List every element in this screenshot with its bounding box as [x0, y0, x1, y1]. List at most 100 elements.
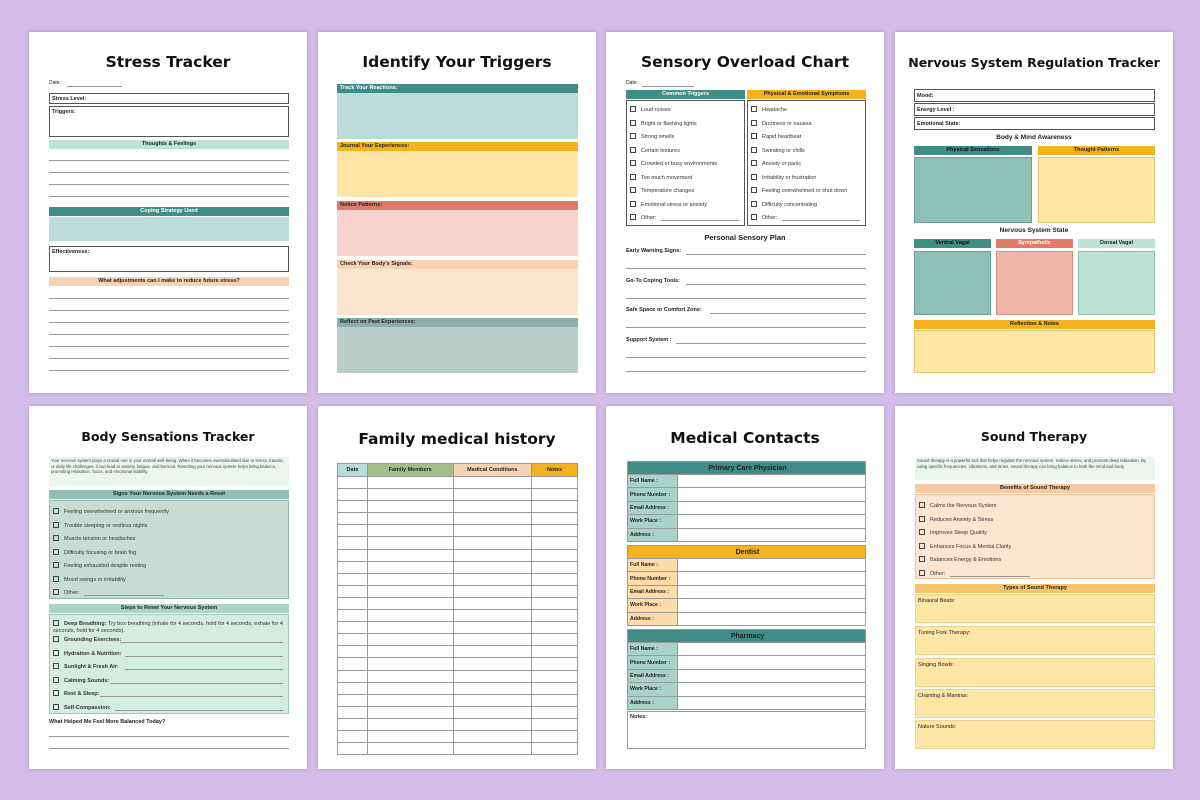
- table-cell[interactable]: [531, 717, 578, 731]
- table-cell[interactable]: [452, 717, 533, 731]
- ventral-area[interactable]: [914, 251, 991, 315]
- table-cell[interactable]: [531, 524, 578, 538]
- type-field[interactable]: Nature Sounds:: [915, 720, 1155, 749]
- table-cell[interactable]: [452, 742, 533, 756]
- table-cell[interactable]: [366, 705, 454, 719]
- checkbox-item[interactable]: Anxiety or panic: [751, 160, 801, 167]
- type-field[interactable]: Singing Bowls:: [915, 658, 1155, 687]
- field-value[interactable]: [677, 668, 866, 684]
- writing-line[interactable]: [710, 313, 866, 314]
- checkbox-item[interactable]: Emotional stress or anxiety: [630, 201, 707, 208]
- writing-line[interactable]: [49, 358, 289, 359]
- table-cell[interactable]: [337, 536, 368, 550]
- table-cell[interactable]: [531, 584, 578, 598]
- table-cell[interactable]: [531, 621, 578, 635]
- physical-area[interactable]: [914, 157, 1032, 223]
- table-cell[interactable]: [366, 645, 454, 659]
- table-cell[interactable]: [452, 693, 533, 707]
- table-cell[interactable]: [337, 512, 368, 526]
- table-cell[interactable]: [452, 536, 533, 550]
- field-value[interactable]: [677, 571, 866, 586]
- table-cell[interactable]: [452, 609, 533, 623]
- table-cell[interactable]: [531, 572, 578, 586]
- reactions-area[interactable]: [337, 93, 578, 139]
- table-cell[interactable]: [531, 633, 578, 647]
- writing-line[interactable]: [626, 298, 866, 299]
- field-value[interactable]: [677, 527, 866, 542]
- field-value[interactable]: [677, 611, 866, 626]
- table-cell[interactable]: [366, 500, 454, 514]
- table-cell[interactable]: [531, 705, 578, 719]
- writing-line[interactable]: [49, 184, 289, 185]
- writing-line[interactable]: [686, 254, 866, 255]
- table-cell[interactable]: [452, 681, 533, 695]
- date-line[interactable]: [642, 86, 694, 87]
- table-cell[interactable]: [366, 657, 454, 671]
- writing-line[interactable]: [49, 160, 289, 161]
- table-cell[interactable]: [337, 560, 368, 574]
- table-cell[interactable]: [531, 657, 578, 671]
- table-cell[interactable]: [337, 693, 368, 707]
- table-cell[interactable]: [337, 548, 368, 562]
- table-cell[interactable]: [531, 560, 578, 574]
- table-cell[interactable]: [452, 705, 533, 719]
- checkbox-item[interactable]: Other:: [919, 570, 945, 577]
- table-cell[interactable]: [452, 560, 533, 574]
- table-cell[interactable]: [452, 669, 533, 683]
- writing-line[interactable]: [49, 748, 289, 749]
- checkbox-item[interactable]: Improves Sleep Quality: [919, 529, 987, 536]
- checkbox-item[interactable]: Other:: [751, 214, 777, 221]
- checkbox-item[interactable]: Strong smells: [630, 133, 674, 140]
- field-value[interactable]: [677, 641, 866, 657]
- reflect-area[interactable]: [337, 327, 578, 373]
- checkbox-item[interactable]: Trouble sleeping or restless nights: [53, 522, 148, 529]
- table-cell[interactable]: [337, 633, 368, 647]
- table-cell[interactable]: [452, 584, 533, 598]
- checkbox-item[interactable]: Calms the Nervous System: [919, 502, 997, 509]
- checkbox-item[interactable]: Certain textures: [630, 147, 680, 154]
- field-value[interactable]: [677, 695, 866, 710]
- table-cell[interactable]: [366, 669, 454, 683]
- checkbox-item[interactable]: Rapid heartbeat: [751, 133, 801, 140]
- table-cell[interactable]: [452, 524, 533, 538]
- table-cell[interactable]: [366, 681, 454, 695]
- sympathetic-area[interactable]: [996, 251, 1073, 315]
- step-item[interactable]: Hydration & Nutrition:: [53, 650, 121, 657]
- table-cell[interactable]: [531, 488, 578, 502]
- triggers-field[interactable]: Triggers:: [49, 106, 289, 137]
- checkbox-item[interactable]: Dizziness or nausea: [751, 120, 812, 127]
- table-cell[interactable]: [337, 572, 368, 586]
- field-value[interactable]: [677, 514, 866, 529]
- checkbox-item[interactable]: Crowded or busy environments: [630, 160, 717, 167]
- table-cell[interactable]: [337, 645, 368, 659]
- table-cell[interactable]: [337, 488, 368, 502]
- table-cell[interactable]: [531, 669, 578, 683]
- writing-line[interactable]: [626, 357, 866, 358]
- table-cell[interactable]: [366, 512, 454, 526]
- writing-line[interactable]: [49, 310, 289, 311]
- stress-level-field[interactable]: Stress Level:: [49, 93, 289, 104]
- step-item[interactable]: Self-Compassion:: [53, 704, 111, 711]
- energy-field[interactable]: Energy Level :: [914, 103, 1155, 116]
- type-field[interactable]: Binaural Beats:: [915, 594, 1155, 623]
- table-cell[interactable]: [452, 633, 533, 647]
- table-cell[interactable]: [337, 596, 368, 611]
- step-item[interactable]: Grounding Exercises:: [53, 636, 121, 643]
- step-deep-breathing[interactable]: Deep Breathing: Try box breathing (inhal…: [53, 621, 283, 634]
- checkbox-item[interactable]: Other:: [630, 214, 656, 221]
- writing-line[interactable]: [49, 196, 289, 197]
- checkbox-item[interactable]: Headache: [751, 106, 787, 113]
- table-cell[interactable]: [531, 512, 578, 526]
- table-cell[interactable]: [366, 548, 454, 562]
- table-cell[interactable]: [531, 536, 578, 550]
- table-cell[interactable]: [337, 729, 368, 744]
- table-cell[interactable]: [452, 596, 533, 611]
- mood-field[interactable]: Mood:: [914, 89, 1155, 102]
- checkbox-item[interactable]: Reduces Anxiety & Stress: [919, 516, 993, 523]
- table-cell[interactable]: [366, 475, 454, 490]
- table-cell[interactable]: [366, 596, 454, 611]
- reflection-area[interactable]: [914, 330, 1155, 373]
- writing-line[interactable]: [626, 327, 866, 328]
- table-cell[interactable]: [366, 729, 454, 744]
- field-value[interactable]: [677, 557, 866, 573]
